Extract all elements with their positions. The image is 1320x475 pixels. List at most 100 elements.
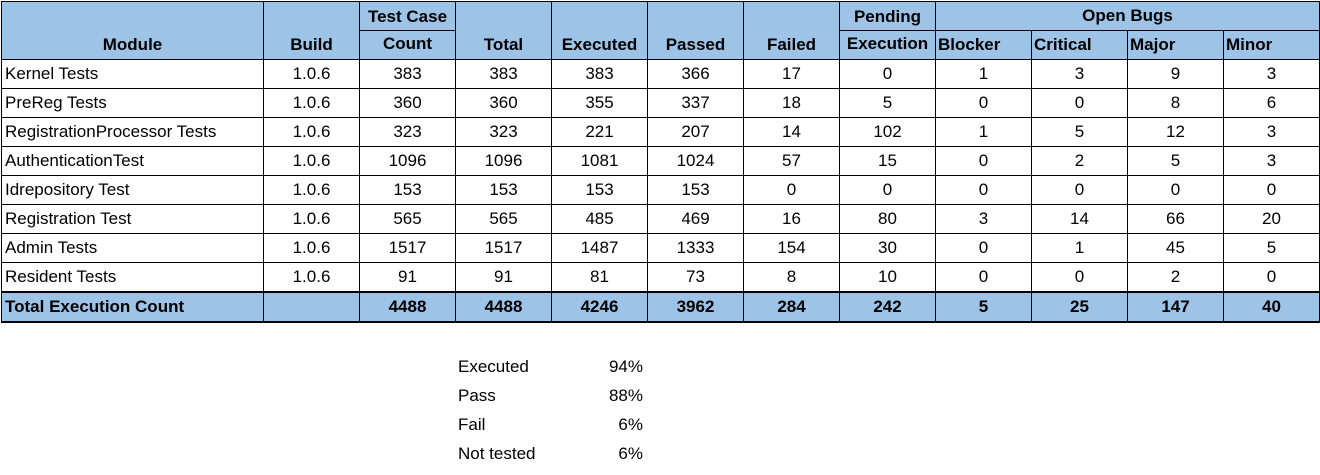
cell-blocker: 3 <box>935 204 1032 234</box>
cell-blocker: 0 <box>935 175 1032 205</box>
cell-failed: 154 <box>743 233 840 263</box>
summary-row: Executed 94% <box>458 352 648 381</box>
cell-build: 1.0.6 <box>263 204 360 234</box>
table-body: Kernel Tests 1.0.6 383 383 383 366 17 0 1 3 9 3 PreR… <box>1 59 1320 293</box>
cell-minor: 5 <box>1223 233 1320 263</box>
header-open-bugs: Open Bugs <box>935 1 1320 31</box>
cell-module: PreReg Tests <box>1 88 264 118</box>
header-critical: Critical <box>1031 30 1128 60</box>
cell-module: Admin Tests <box>1 233 264 263</box>
cell-blocker: 1 <box>935 59 1032 89</box>
header-test-case-count-line1: Test Case <box>359 1 456 31</box>
cell-count: 383 <box>359 59 456 89</box>
header-pending-line2: Execution <box>839 30 936 60</box>
header-minor: Minor <box>1223 30 1320 60</box>
total-passed: 3962 <box>647 291 744 323</box>
cell-build: 1.0.6 <box>263 117 360 147</box>
test-execution-table: Module Build Test Case Total Executed Pa… <box>1 1 1320 323</box>
cell-failed: 17 <box>743 59 840 89</box>
cell-build: 1.0.6 <box>263 175 360 205</box>
summary-value: 94% <box>608 357 643 376</box>
total-count: 4488 <box>359 291 456 323</box>
summary-value: 6% <box>618 415 643 434</box>
cell-blocker: 1 <box>935 117 1032 147</box>
cell-passed: 1333 <box>647 233 744 263</box>
cell-module: AuthenticationTest <box>1 146 264 176</box>
total-label: Total Execution Count <box>1 291 264 323</box>
cell-minor: 3 <box>1223 146 1320 176</box>
cell-executed: 383 <box>551 59 648 89</box>
cell-major: 45 <box>1127 233 1224 263</box>
header-executed: Executed <box>551 1 648 60</box>
table-row: Kernel Tests 1.0.6 383 383 383 366 17 0 1 3 9 3 <box>1 59 1320 89</box>
cell-count: 1517 <box>359 233 456 263</box>
total-major: 147 <box>1127 291 1224 323</box>
summary-row: Not tested 6% <box>458 439 648 468</box>
total-critical: 25 <box>1031 291 1128 323</box>
cell-total: 91 <box>455 262 552 293</box>
total-minor: 40 <box>1223 291 1320 323</box>
cell-count: 1096 <box>359 146 456 176</box>
cell-count: 360 <box>359 88 456 118</box>
cell-pending: 15 <box>839 146 936 176</box>
cell-module: Idrepository Test <box>1 175 264 205</box>
cell-passed: 1024 <box>647 146 744 176</box>
cell-passed: 337 <box>647 88 744 118</box>
cell-blocker: 0 <box>935 262 1032 293</box>
header-row-1: Module Build Test Case Total Executed Pa… <box>1 1 1320 60</box>
cell-total: 323 <box>455 117 552 147</box>
cell-executed: 81 <box>551 262 648 293</box>
total-total: 4488 <box>455 291 552 323</box>
cell-blocker: 0 <box>935 233 1032 263</box>
cell-failed: 14 <box>743 117 840 147</box>
cell-total: 153 <box>455 175 552 205</box>
cell-pending: 5 <box>839 88 936 118</box>
table-row: Registration Test 1.0.6 565 565 485 469 16 80 3 1… <box>1 204 1320 234</box>
header-module: Module <box>1 1 264 60</box>
summary-block: Executed 94% Pass 88% Fail 6% Not tested 6% <box>458 352 648 468</box>
cell-failed: 0 <box>743 175 840 205</box>
cell-major: 12 <box>1127 117 1224 147</box>
total-pending: 242 <box>839 291 936 323</box>
cell-critical: 3 <box>1031 59 1128 89</box>
header-major: Major <box>1127 30 1224 60</box>
cell-critical: 14 <box>1031 204 1128 234</box>
cell-passed: 207 <box>647 117 744 147</box>
cell-passed: 153 <box>647 175 744 205</box>
cell-passed: 366 <box>647 59 744 89</box>
cell-major: 8 <box>1127 88 1224 118</box>
total-build <box>263 291 360 323</box>
cell-failed: 57 <box>743 146 840 176</box>
cell-major: 2 <box>1127 262 1224 293</box>
summary-label: Pass <box>458 386 496 405</box>
summary-label: Not tested <box>458 444 536 463</box>
cell-critical: 2 <box>1031 146 1128 176</box>
cell-build: 1.0.6 <box>263 146 360 176</box>
cell-minor: 0 <box>1223 175 1320 205</box>
total-blocker: 5 <box>935 291 1032 323</box>
table-row: Idrepository Test 1.0.6 153 153 153 153 0 0 0 0 0 0 <box>1 175 1320 205</box>
cell-executed: 221 <box>551 117 648 147</box>
cell-total: 1096 <box>455 146 552 176</box>
cell-executed: 1081 <box>551 146 648 176</box>
cell-build: 1.0.6 <box>263 233 360 263</box>
header-failed: Failed <box>743 1 840 60</box>
cell-pending: 0 <box>839 59 936 89</box>
total-failed: 284 <box>743 291 840 323</box>
table-row: PreReg Tests 1.0.6 360 360 355 337 18 5 0 0 8 6 <box>1 88 1320 118</box>
summary-value: 88% <box>608 386 643 405</box>
header-test-case-count-line2: Count <box>359 30 456 60</box>
cell-minor: 3 <box>1223 59 1320 89</box>
cell-failed: 18 <box>743 88 840 118</box>
cell-count: 565 <box>359 204 456 234</box>
summary-value: 6% <box>618 444 643 463</box>
cell-total: 383 <box>455 59 552 89</box>
cell-minor: 20 <box>1223 204 1320 234</box>
cell-count: 153 <box>359 175 456 205</box>
cell-major: 66 <box>1127 204 1224 234</box>
cell-critical: 0 <box>1031 88 1128 118</box>
cell-total: 360 <box>455 88 552 118</box>
summary-row: Fail 6% <box>458 410 648 439</box>
cell-build: 1.0.6 <box>263 59 360 89</box>
table-row: Admin Tests 1.0.6 1517 1517 1487 1333 154 30 0 1 4… <box>1 233 1320 263</box>
